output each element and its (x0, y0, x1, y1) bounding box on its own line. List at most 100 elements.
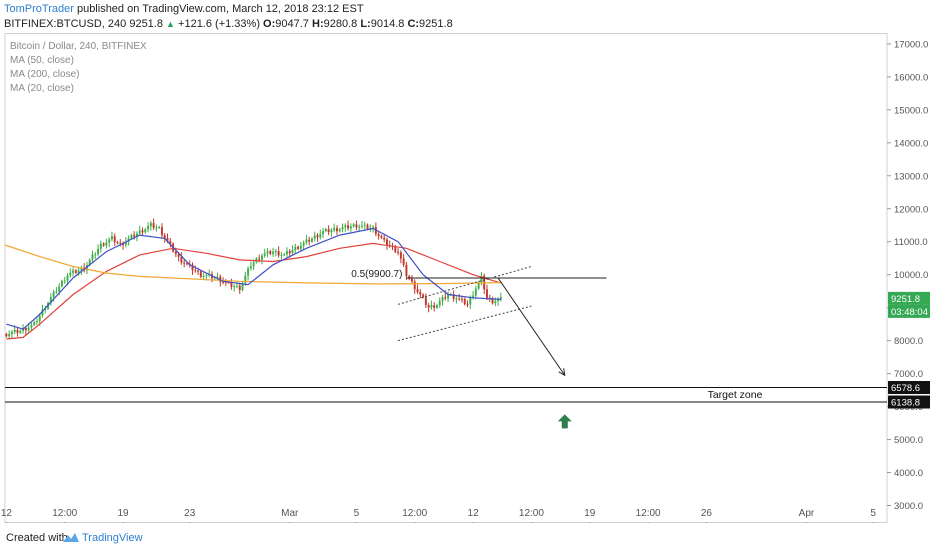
candle (380, 234, 383, 240)
candle-body (469, 297, 472, 305)
candle-body (213, 277, 216, 279)
candle (344, 223, 347, 232)
candle-body (191, 264, 194, 271)
candle (322, 228, 325, 239)
candle (319, 229, 322, 240)
candle-body (30, 324, 33, 328)
candle (113, 233, 116, 246)
x-tick-label: Mar (281, 508, 299, 519)
price-chart[interactable]: 0.5(9900.7) Target zone 17000.0 16000.0 150… (0, 33, 932, 526)
candle (91, 250, 94, 263)
candle-body (463, 298, 466, 305)
candle-body (363, 224, 366, 226)
candle (486, 284, 488, 300)
candle-body (119, 242, 122, 244)
x-tick-label: 26 (701, 508, 713, 519)
candle (402, 253, 405, 267)
candle-body (185, 263, 188, 265)
candle (183, 259, 186, 268)
candle-body (335, 228, 338, 232)
candle (333, 223, 336, 233)
candle (463, 297, 466, 306)
candle (49, 293, 52, 306)
candle (44, 305, 47, 314)
tradingview-logo-icon[interactable] (62, 530, 80, 544)
candle-body (66, 275, 69, 281)
candle-body (97, 248, 100, 255)
candle (63, 276, 66, 284)
candle (491, 296, 494, 305)
x-tick-label: 23 (184, 508, 196, 519)
candle-body (233, 286, 236, 288)
candle (291, 245, 294, 256)
candle-body (55, 291, 58, 293)
candle-body (319, 234, 322, 238)
candle-body (133, 234, 136, 237)
legend-ma50[interactable]: MA (50, close) (10, 55, 74, 66)
candle-body (52, 291, 55, 298)
candle-body (430, 305, 433, 308)
candle (8, 330, 11, 340)
tradingview-link[interactable]: TradingView (82, 532, 143, 544)
y-tick-label: 14000.0 (894, 138, 928, 149)
candle (305, 234, 308, 245)
candle-body (366, 224, 369, 229)
candle (35, 317, 38, 325)
candle-body (424, 297, 427, 306)
candle (244, 271, 247, 286)
candle-body (49, 297, 52, 303)
candle-body (230, 282, 233, 287)
countdown-tag-text: 03:48:04 (891, 307, 928, 318)
y-tick-label: 5000.0 (894, 435, 923, 446)
candle-body (305, 239, 308, 243)
candle-body (416, 289, 419, 292)
close-label: C: (407, 18, 420, 30)
high-label: H: (312, 18, 324, 30)
chart-header: TomProTrader published on TradingView.co… (0, 0, 932, 32)
candle (405, 261, 408, 280)
target-lower-tag-text: 6138.8 (891, 398, 920, 409)
author-link[interactable]: TomProTrader (4, 3, 74, 15)
candle-body (60, 280, 63, 287)
candle (116, 240, 119, 245)
x-tick-label: 12 (1, 508, 13, 519)
candle-body (138, 230, 141, 234)
candle-body (124, 241, 127, 246)
candle (10, 329, 13, 339)
candle (110, 231, 113, 242)
candle-body (461, 298, 463, 300)
candle-body (494, 301, 497, 304)
candle-body (38, 315, 41, 322)
candle (308, 236, 311, 246)
candle (16, 326, 19, 337)
candle-body (419, 291, 422, 295)
legend-ma20[interactable]: MA (20, close) (10, 83, 74, 94)
x-tick-label: 19 (584, 508, 596, 519)
candle-body (266, 251, 269, 254)
candle-body (360, 225, 363, 227)
candle-body (385, 239, 388, 246)
legend-ma200[interactable]: MA (200, close) (10, 69, 80, 80)
candle (313, 231, 316, 242)
candle-body (183, 262, 186, 264)
candle-body (72, 270, 75, 273)
candle (352, 223, 355, 228)
candle-body (99, 243, 102, 249)
candle-body (497, 299, 500, 302)
target-upper-tag-bg (888, 381, 930, 395)
channel-upper-line (397, 265, 532, 305)
candle (152, 218, 155, 230)
candle-body (294, 246, 297, 250)
candle-body (344, 225, 347, 228)
candle-body (280, 254, 283, 256)
ma50-line (6, 242, 502, 340)
candle-body (491, 297, 494, 304)
candle-body (327, 229, 330, 233)
x-tick-label: 5 (354, 508, 360, 519)
candle (72, 267, 75, 277)
x-tick-label: Apr (799, 508, 815, 519)
candle-body (41, 309, 44, 316)
candle (144, 227, 147, 234)
candle-body (477, 282, 480, 289)
chart-area[interactable]: 0.5(9900.7) Target zone 17000.0 16000.0 150… (0, 33, 932, 526)
